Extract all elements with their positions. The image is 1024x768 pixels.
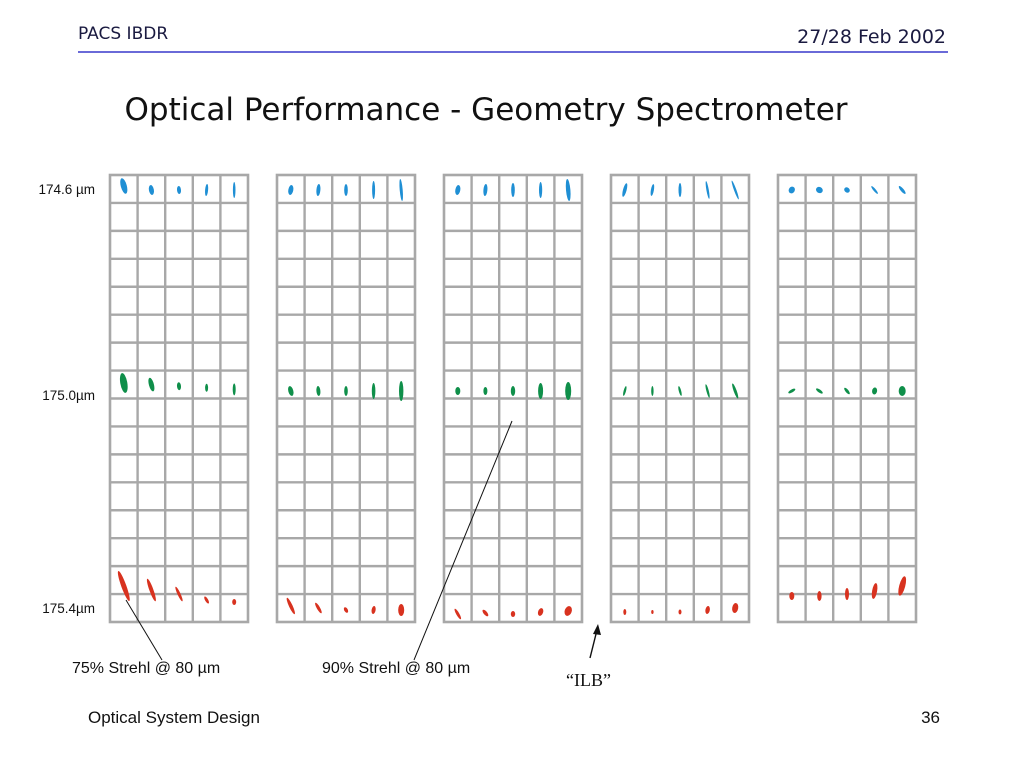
blue-spot <box>399 179 403 201</box>
blue-spot <box>650 184 655 196</box>
footer-left: Optical System Design <box>88 708 260 727</box>
green-spot <box>371 383 376 399</box>
blue-spot <box>288 185 294 195</box>
blue-spot <box>565 179 571 201</box>
header-left-title: PACS IBDR <box>78 24 169 44</box>
red-spot <box>146 578 156 602</box>
red-spot <box>898 576 907 596</box>
slide-title: Optical Performance - Geometry Spectrome… <box>124 92 848 128</box>
grid-panel <box>776 173 918 624</box>
red-spot <box>232 599 237 605</box>
annotation-75-strehl: 75% Strehl @ 80 µm <box>72 660 221 677</box>
blue-spot <box>705 181 710 199</box>
green-spot <box>399 381 404 401</box>
red-spot <box>623 609 627 615</box>
blue-spot <box>176 186 182 194</box>
wavelength-label-175-0: 175.0µm <box>42 388 95 403</box>
green-spot <box>483 387 488 395</box>
blue-spot <box>205 184 209 196</box>
blue-spot <box>148 185 155 195</box>
green-spot <box>844 387 850 395</box>
red-spot <box>371 606 376 614</box>
red-spot <box>789 592 795 600</box>
blue-spot <box>483 184 488 196</box>
red-spot <box>204 596 209 604</box>
red-spot <box>175 586 183 602</box>
ilb-arrow <box>589 624 601 659</box>
red-spot <box>651 610 654 614</box>
blue-spot <box>816 186 823 194</box>
green-spot <box>510 386 516 396</box>
red-spot <box>564 606 572 616</box>
blue-spot <box>898 186 906 194</box>
blue-spot <box>372 181 376 199</box>
red-spot <box>871 583 878 599</box>
blue-spot <box>511 183 515 197</box>
grid-panel <box>275 173 417 624</box>
blue-spot <box>622 183 628 197</box>
red-spot <box>398 604 405 616</box>
blue-spot <box>344 184 348 196</box>
green-spot <box>176 382 182 391</box>
green-spot <box>705 384 710 398</box>
red-spot <box>732 603 739 613</box>
blue-spot <box>844 187 850 193</box>
leader-line-90-strehl <box>413 420 513 661</box>
green-spot <box>316 386 321 396</box>
green-spot <box>788 388 796 394</box>
green-spot <box>816 388 823 394</box>
green-spot <box>678 386 682 396</box>
green-spot <box>288 386 294 396</box>
red-spot <box>817 591 822 601</box>
red-spot <box>454 608 462 620</box>
green-spot <box>565 382 572 400</box>
green-spot <box>455 387 461 395</box>
red-spot <box>315 602 322 614</box>
header-rule <box>78 51 948 53</box>
blue-spot <box>232 182 236 198</box>
red-spot <box>537 608 544 616</box>
red-spot <box>286 597 295 615</box>
green-spot <box>623 386 627 396</box>
green-spot <box>872 387 878 395</box>
grid-panel <box>609 173 751 624</box>
leader-line-75-strehl <box>125 599 163 661</box>
page-number: 36 <box>921 708 940 727</box>
red-spot <box>678 609 682 615</box>
red-spot <box>343 607 349 613</box>
green-spot <box>232 383 236 396</box>
green-spot <box>148 377 155 392</box>
red-spot <box>482 609 489 617</box>
grid-panel <box>442 173 584 624</box>
green-spot <box>651 386 654 396</box>
red-spot <box>845 588 849 600</box>
blue-spot <box>455 185 461 195</box>
blue-spot <box>731 180 739 200</box>
grid-panel <box>108 173 250 624</box>
green-spot <box>205 383 209 392</box>
green-spot <box>538 383 544 399</box>
wavelength-label-175-4: 175.4µm <box>42 601 95 616</box>
green-spot <box>732 383 739 399</box>
red-spot <box>705 606 710 614</box>
wavelength-label-174-6: 174.6 µm <box>38 182 95 197</box>
blue-spot <box>539 182 543 198</box>
blue-spot <box>316 184 321 196</box>
annotation-90-strehl: 90% Strehl @ 80 µm <box>322 660 471 677</box>
annotation-ilb: “ILB” <box>566 670 611 690</box>
blue-spot <box>871 186 878 194</box>
green-spot <box>344 386 348 396</box>
blue-spot <box>120 178 128 194</box>
green-spot <box>898 386 906 396</box>
header-date: 27/28 Feb 2002 <box>797 26 946 48</box>
red-spot <box>117 570 130 602</box>
green-spot <box>119 373 128 393</box>
blue-spot <box>788 186 795 194</box>
red-spot <box>510 611 516 617</box>
blue-spot <box>678 183 682 197</box>
